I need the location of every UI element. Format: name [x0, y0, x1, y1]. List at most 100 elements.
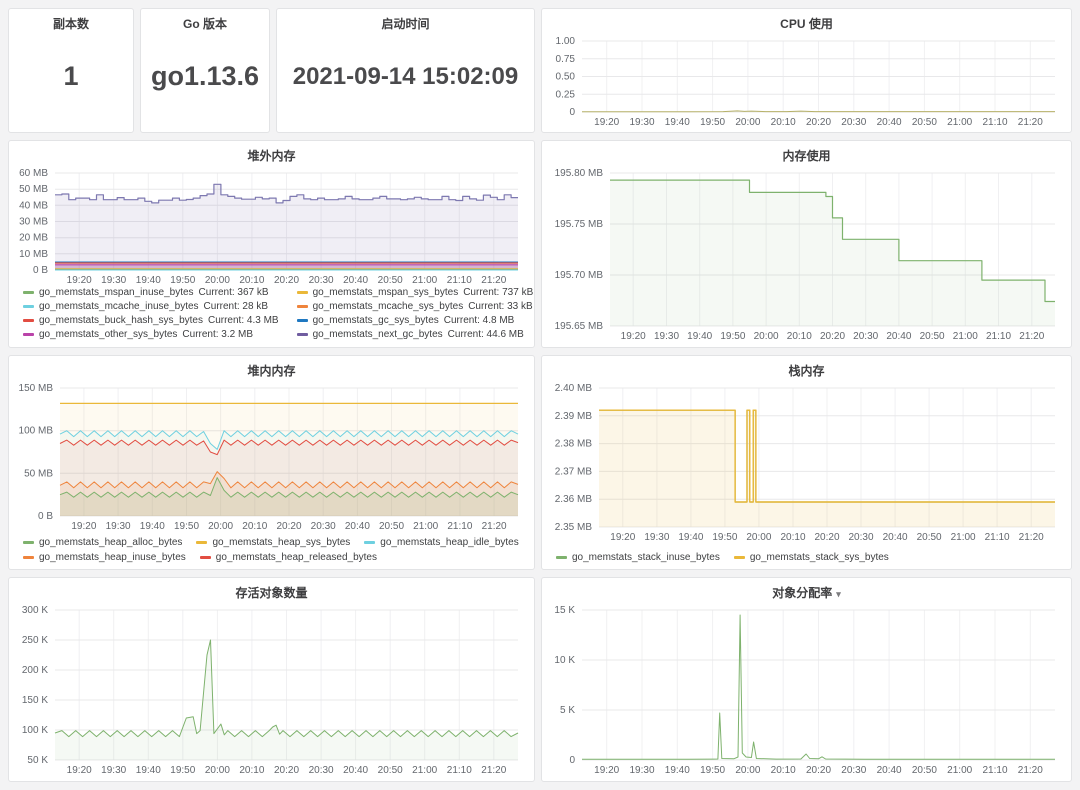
y-tick-label: 195.75 MB: [555, 219, 604, 230]
x-tick-label: 19:20: [71, 521, 96, 532]
series-fill-live_objects: [55, 640, 518, 760]
legend-item[interactable]: go_memstats_gc_sys_bytes Current: 4.8 MB: [296, 314, 534, 327]
y-tick-label: 2.38 MB: [555, 439, 593, 450]
memory-usage-chart[interactable]: 195.65 MB 195.70 MB 195.75 MB 195.80 MB 19:2…: [548, 165, 1067, 343]
legend-current-value: Current: 367 kB: [198, 287, 269, 298]
y-tick-label: 30 MB: [19, 217, 48, 228]
y-tick-label: 2.37 MB: [555, 466, 593, 477]
x-tick-label: 20:30: [853, 331, 878, 342]
y-tick-label: 2.35 MB: [555, 522, 593, 533]
legend-series-name: go_memstats_heap_alloc_bytes: [39, 537, 183, 548]
object-alloc-rate-chart[interactable]: 0 5 K 10 K 15 K 19:20 19:30 19:40 19:50 20:00 20:…: [548, 602, 1067, 777]
legend-item[interactable]: go_memstats_stack_sys_bytes: [733, 551, 889, 564]
cpu-usage-chart[interactable]: 0 0.25 0.50 0.75 1.00 19:20 19:30 19:40 19:50 20:…: [548, 33, 1067, 129]
panel-title-offheap-memory[interactable]: 堆外内存: [247, 149, 296, 163]
series-color-swatch: [23, 333, 34, 336]
x-tick-label: 20:10: [787, 331, 812, 342]
x-tick-label: 20:40: [343, 275, 368, 286]
x-tick-label: 21:00: [953, 331, 978, 342]
x-tick-label: 20:10: [239, 275, 264, 286]
legend-series-name: go_memstats_mspan_inuse_bytes: [39, 287, 194, 298]
legend-item[interactable]: go_memstats_heap_alloc_bytes: [23, 536, 182, 549]
panel-title-heap-memory[interactable]: 堆内内存: [247, 364, 296, 378]
panel-title-replica-count[interactable]: 副本数: [52, 17, 89, 31]
plot-allocrate: 0 5 K 10 K 15 K 19:20 19:30 19:40 19:50 20:00 20:…: [554, 605, 1055, 776]
legend-item[interactable]: go_memstats_mcache_inuse_bytes Current: 2…: [23, 300, 279, 313]
panel-cpu-usage: CPU 使用 0 0.25 0.50 0.75 1.00 19:20 19:30 19:40 1…: [541, 8, 1072, 133]
x-tick-label: 20:20: [806, 117, 831, 128]
x-tick-label: 20:40: [883, 532, 908, 543]
y-tick-label: 0 B: [33, 265, 48, 276]
legend-item[interactable]: go_memstats_buck_hash_sys_bytes Current: …: [23, 314, 279, 327]
legend-item[interactable]: go_memstats_heap_sys_bytes: [196, 536, 350, 549]
plot-memusage: 195.65 MB 195.70 MB 195.75 MB 195.80 MB 19:2…: [555, 168, 1055, 342]
legend-item[interactable]: go_memstats_heap_released_bytes: [199, 551, 377, 564]
series-color-swatch: [296, 319, 308, 322]
y-tick-label: 60 MB: [19, 168, 48, 179]
series-line-go_memstats_next_gc_bytes: [55, 183, 518, 204]
series-line-go_memstats_heap_released_bytes: [59, 439, 519, 456]
series-color-swatch: [196, 541, 208, 544]
y-tick-label: 2.39 MB: [555, 411, 593, 422]
legend-item[interactable]: go_memstats_heap_idle_bytes: [364, 536, 519, 549]
legend-item[interactable]: go_memstats_mspan_sys_bytes Current: 737 …: [296, 286, 533, 299]
legend-item[interactable]: go_memstats_next_gc_bytes Current: 44.6 M…: [296, 328, 534, 341]
series-fill-go_memstats_heap_inuse_bytes: [60, 471, 518, 516]
panel-title-object-alloc-rate[interactable]: 对象分配率 ▾: [542, 584, 1071, 601]
panel-title-memory-usage[interactable]: 内存使用: [782, 149, 831, 163]
y-tick-label: 2.36 MB: [555, 494, 593, 505]
legend-item[interactable]: go_memstats_heap_inuse_bytes: [23, 551, 186, 564]
series-line-go_memstats_heap_alloc_bytes: [59, 477, 519, 498]
y-tick-label: 250 K: [22, 635, 48, 646]
legend-item[interactable]: go_memstats_other_sys_bytes Current: 3.2 …: [23, 328, 279, 341]
series-color-swatch: [23, 541, 34, 544]
live-objects-chart[interactable]: 50 K 100 K 150 K 200 K 250 K 300 K 19:20 19:30 1…: [15, 602, 530, 777]
panel-title-go-version[interactable]: Go 版本: [183, 17, 227, 31]
panel-title-start-time[interactable]: 启动时间: [381, 17, 430, 31]
panel-memory-usage: 内存使用 195.65 MB 195.70 MB 195.75 MB 195.80 M…: [541, 140, 1072, 348]
x-tick-label: 20:40: [343, 765, 368, 776]
x-tick-label: 20:00: [205, 275, 230, 286]
x-tick-label: 20:40: [345, 521, 370, 532]
x-tick-label: 20:50: [378, 765, 403, 776]
x-tick-label: 20:50: [379, 521, 404, 532]
chevron-down-icon[interactable]: ▾: [836, 589, 841, 599]
legend-current-value: Current: 33 kB: [468, 301, 533, 312]
x-tick-label: 21:00: [412, 275, 437, 286]
x-tick-label: 19:40: [687, 331, 712, 342]
heap-memory-chart[interactable]: 0 B 50 MB 100 MB 150 MB 19:20 19:30 19:40 19:50…: [15, 380, 530, 533]
legend-series-name: go_memstats_stack_sys_bytes: [749, 552, 889, 563]
series-line-go_memstats_heap_idle_bytes: [59, 430, 519, 450]
x-tick-label: 19:20: [621, 331, 646, 342]
x-tick-label: 21:10: [447, 521, 472, 532]
x-tick-label: 20:30: [311, 521, 336, 532]
y-tick-label: 2.40 MB: [555, 383, 593, 394]
legend-item[interactable]: go_memstats_mspan_inuse_bytes Current: 36…: [23, 286, 279, 299]
offheap-memory-chart[interactable]: 0 B 10 MB 20 MB 30 MB 40 MB 50 MB 60 MB 19:20 19…: [15, 165, 530, 287]
legend-item[interactable]: go_memstats_mcache_sys_bytes Current: 33 …: [296, 300, 534, 313]
y-tick-label: 195.80 MB: [555, 168, 604, 179]
y-tick-label: 195.65 MB: [555, 321, 604, 332]
legend-item[interactable]: go_memstats_stack_inuse_bytes: [556, 551, 720, 564]
series-fill-go_memstats_heap_released_bytes: [60, 440, 518, 516]
x-tick-label: 20:10: [242, 521, 267, 532]
x-tick-label: 19:50: [720, 331, 745, 342]
panel-title-stack-memory[interactable]: 栈内存: [788, 364, 825, 378]
x-tick-label: 20:00: [205, 765, 230, 776]
x-tick-label: 20:50: [912, 117, 937, 128]
plot-liveobjects: 50 K 100 K 150 K 200 K 250 K 300 K 19:20 19:30 1…: [22, 605, 519, 776]
x-tick-label: 19:30: [644, 532, 669, 543]
x-tick-label: 21:00: [413, 521, 438, 532]
y-tick-label: 150 MB: [19, 383, 54, 394]
x-tick-label: 21:10: [985, 532, 1010, 543]
x-tick-label: 21:20: [481, 765, 506, 776]
x-tick-label: 20:20: [276, 521, 301, 532]
panel-title-cpu-usage[interactable]: CPU 使用: [780, 17, 833, 31]
x-tick-label: 19:50: [170, 275, 195, 286]
legend-current-value: Current: 28 kB: [203, 301, 269, 312]
stat-value-start-time: 2021-09-14 15:02:09: [292, 63, 519, 90]
stack-memory-chart[interactable]: 2.35 MB 2.36 MB 2.37 MB 2.38 MB 2.39 MB 2.40 …: [548, 380, 1067, 544]
series-line-go_memstats_heap_inuse_bytes: [59, 471, 519, 489]
legend-series-name: go_memstats_mcache_sys_bytes: [312, 301, 464, 312]
panel-title-live-objects[interactable]: 存活对象数量: [235, 586, 308, 600]
